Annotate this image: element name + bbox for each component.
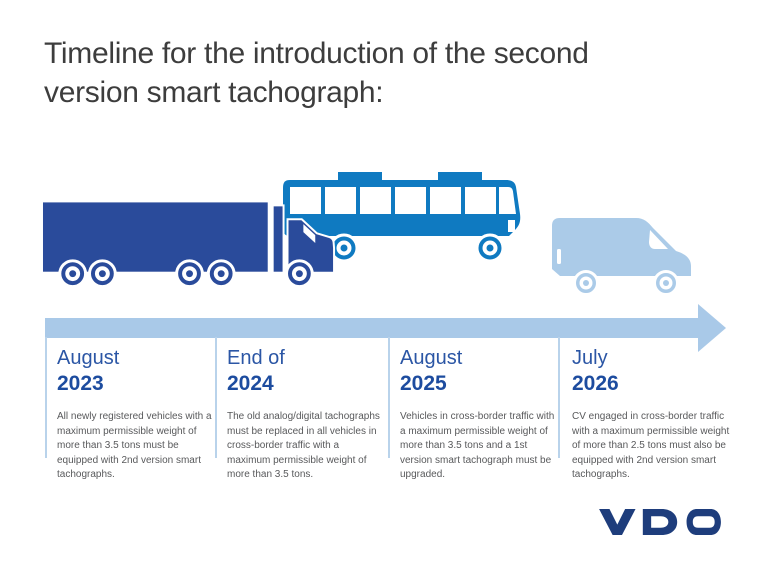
timeline-tick: [388, 337, 390, 458]
entry-description: The old analog/digital tachographs must …: [227, 411, 380, 480]
van-icon: [552, 218, 691, 296]
entry-month: July: [572, 347, 608, 369]
vdo-logo: [599, 508, 721, 536]
entry-year: 2026: [572, 372, 619, 395]
timeline-tick: [215, 337, 217, 458]
entry-month: August: [400, 347, 463, 369]
entry-month: End of: [227, 347, 285, 369]
timeline-entry: End of 2024 The old analog/digital tacho…: [227, 346, 385, 483]
entry-description: All newly registered vehicles with a max…: [57, 411, 212, 480]
entry-month: August: [57, 347, 120, 369]
page-title: Timeline for the introduction of the sec…: [44, 34, 684, 112]
timeline-entry: August 2023 All newly registered vehicle…: [57, 346, 215, 483]
truck-icon: [42, 200, 336, 289]
timeline-arrow-icon: [45, 304, 726, 352]
timeline-entry: August 2025 Vehicles in cross-border tra…: [400, 346, 558, 483]
entry-description: CV engaged in cross-border traffic with …: [572, 411, 730, 480]
entry-year: 2025: [400, 372, 447, 395]
entry-description: Vehicles in cross-border traffic with a …: [400, 411, 555, 480]
timeline-tick: [558, 337, 560, 458]
timeline-entry: July 2026 CV engaged in cross-border tra…: [572, 346, 730, 483]
entry-year: 2023: [57, 372, 104, 395]
timeline-tick: [45, 337, 47, 458]
page-title-line2: version smart tachograph:: [44, 76, 384, 109]
entry-year: 2024: [227, 372, 274, 395]
page-title-line1: Timeline for the introduction of the sec…: [44, 37, 589, 70]
